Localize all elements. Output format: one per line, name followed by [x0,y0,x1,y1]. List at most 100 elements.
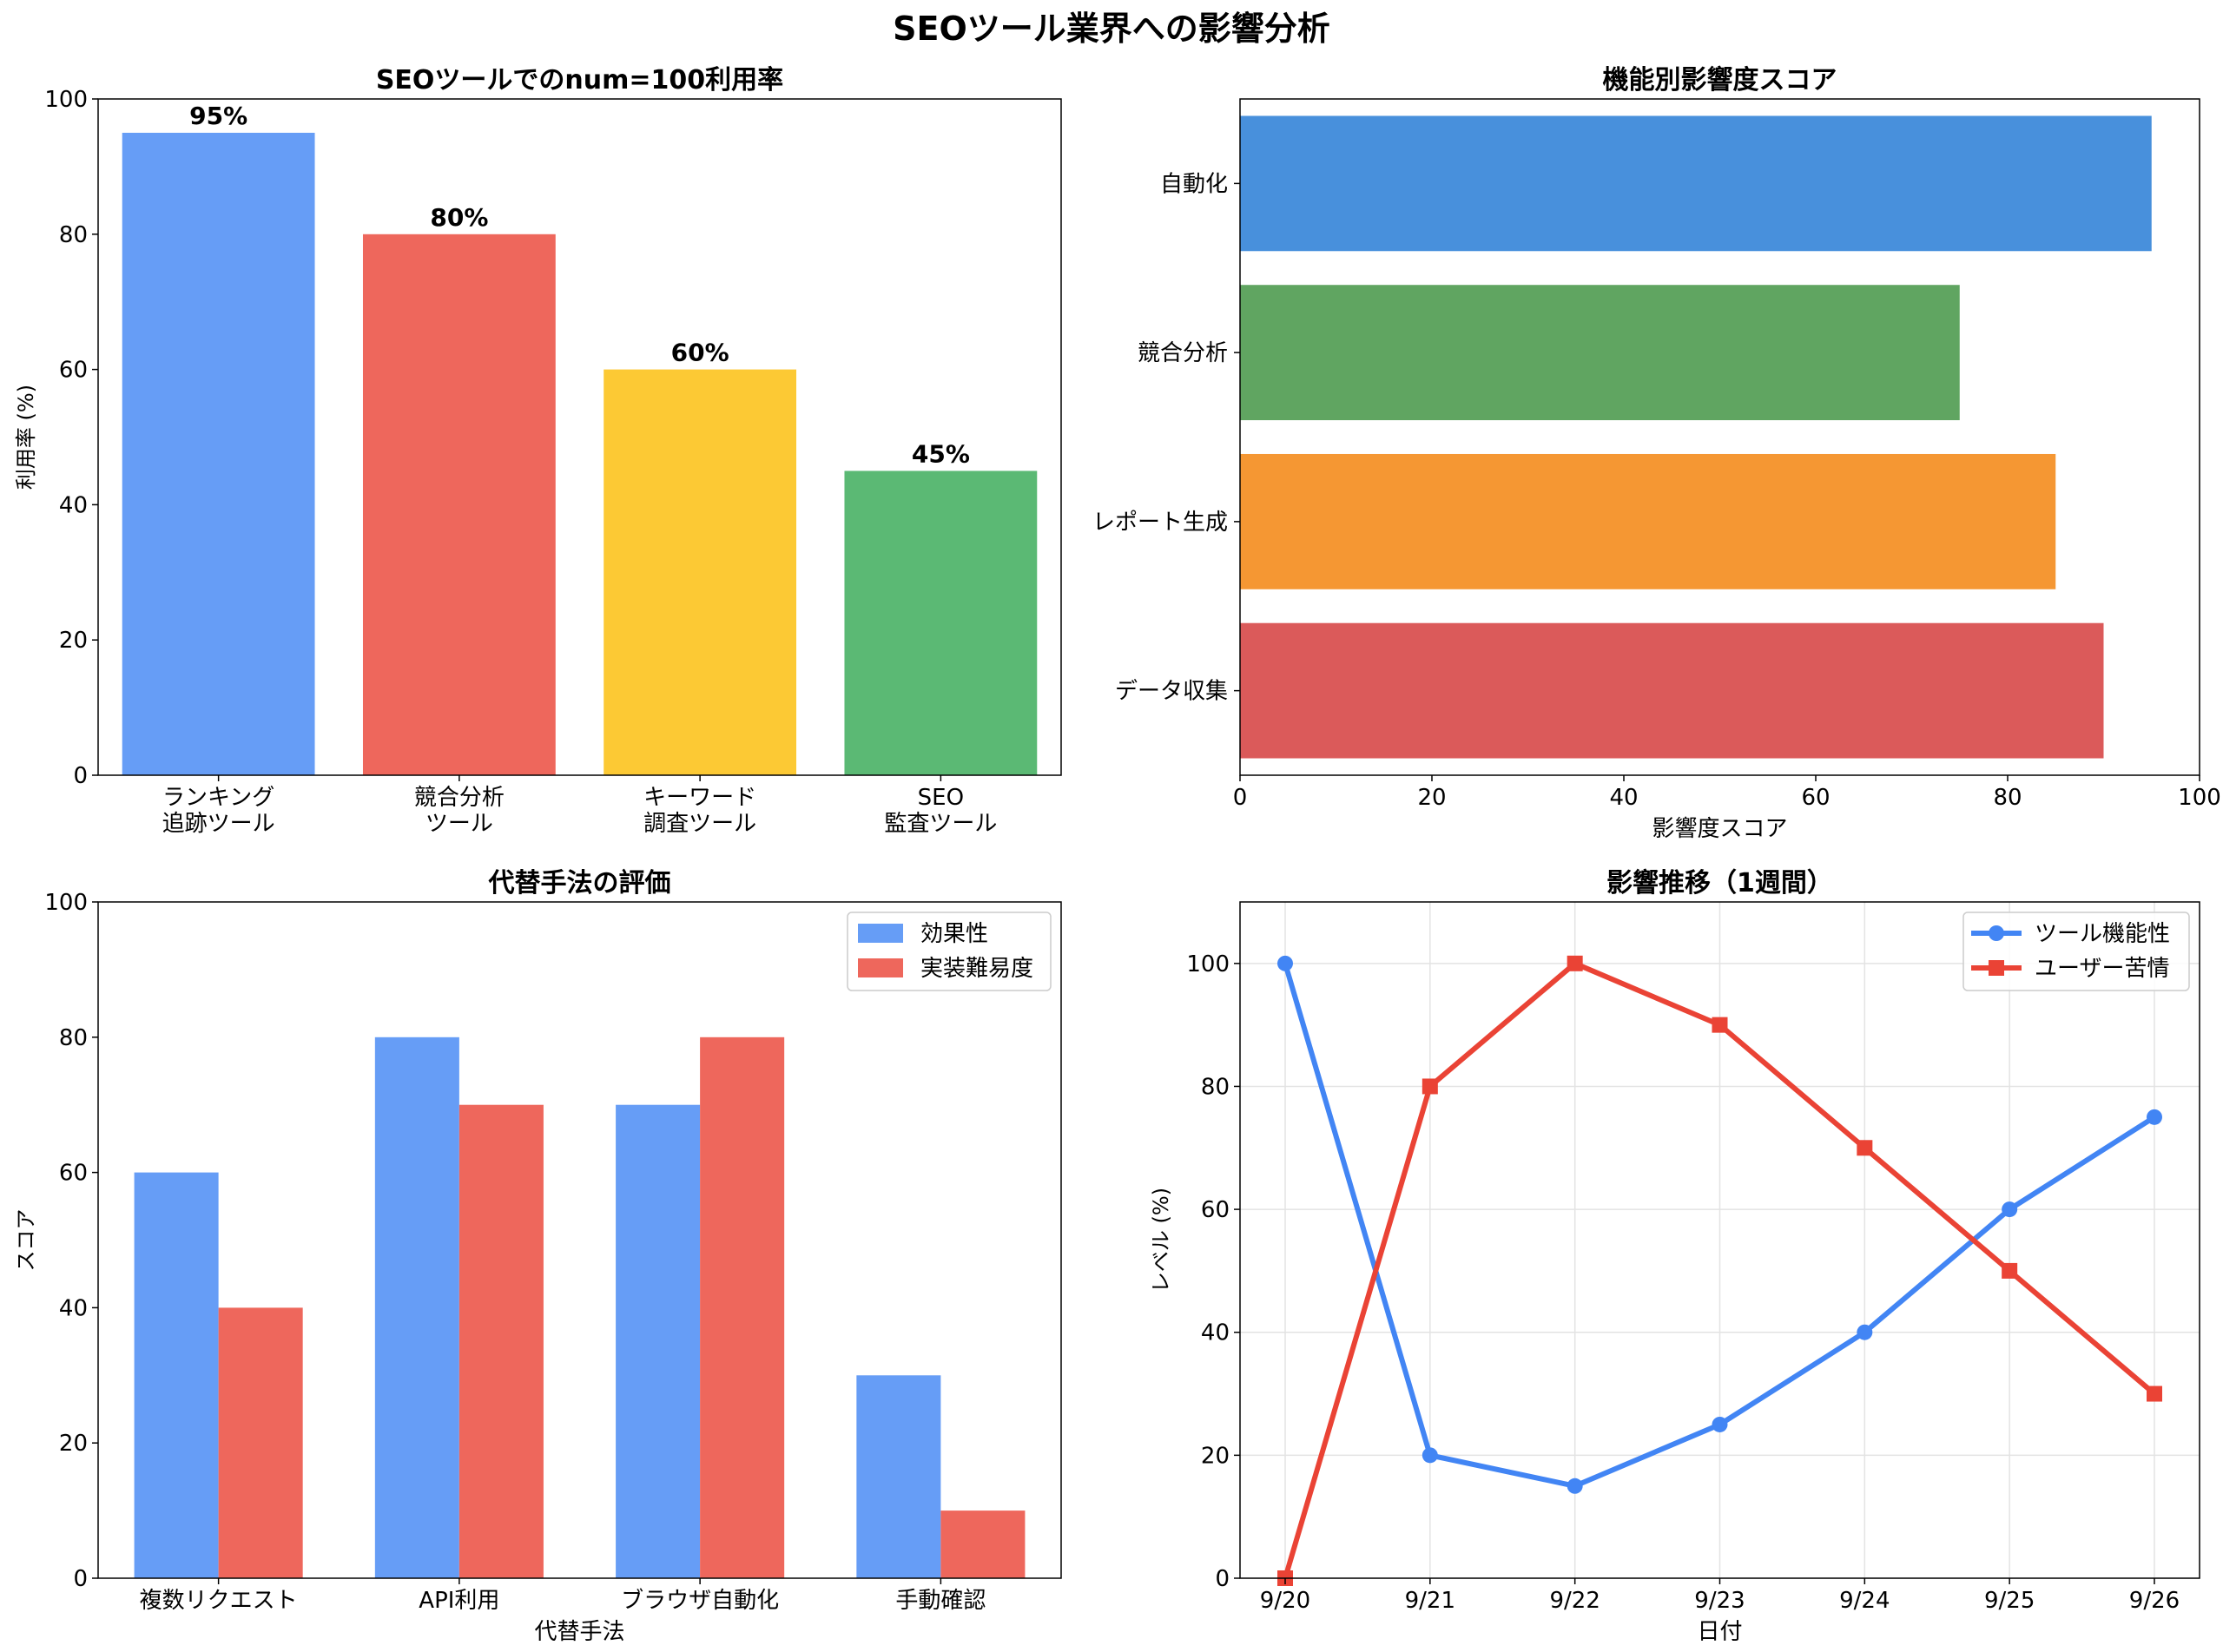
x-tick-label-line: キーワード [643,785,756,811]
y-tick-label: 100 [1186,951,1230,977]
x-tick-label: 複数リクエスト [140,1588,298,1614]
y-tick-label: 40 [59,1295,88,1321]
x-tick-label: SEO 監査ツール [884,785,997,837]
x-tick-label: 9/24 [1839,1588,1890,1614]
bar [362,234,556,775]
x-tick-label-line: ランキング [162,785,274,811]
y-tick-label: 80 [1201,1074,1230,1100]
legend-swatch [858,924,903,943]
x-tick-label: キーワード調査ツール [643,785,756,837]
x-tick-label: 80 [1993,785,2022,811]
y-tick-label: 40 [59,492,88,518]
bar [458,1104,544,1578]
data-label: 60% [671,339,729,367]
data-point [1277,955,1293,971]
bar [134,1172,219,1578]
legend-label: ツール機能性 [2035,921,2170,947]
x-tick-label-line: 監査ツール [884,811,997,837]
y-tick-label: 0 [73,1566,88,1592]
panel-usage-rate: SEOツールでのnum=100利用率 95% ランキング追跡ツール 80% 競合分析ツー… [14,65,1062,837]
data-point [1712,1017,1728,1033]
plot-frame [97,901,1062,1579]
data-label: 80% [430,203,488,232]
chart-title: 代替手法の評価 [488,868,671,898]
legend-marker [1989,925,2004,941]
y-tick-label: 0 [73,763,88,789]
bar [1240,285,1960,421]
y-tick-label: レポート生成 [1092,510,1228,536]
x-tick-label: 0 [1233,785,1248,811]
data-point [2002,1201,2018,1218]
bar [218,1307,303,1578]
y-tick-label: 60 [1201,1197,1230,1223]
y-tick-label: 100 [44,890,88,916]
x-tick-label: 手動確認 [895,1588,986,1614]
x-tick-label: 9/21 [1405,1588,1455,1614]
data-point [2002,1262,2018,1279]
x-tick-label: 9/26 [2129,1588,2180,1614]
y-tick-label: 20 [59,628,88,654]
bar [700,1037,785,1578]
bar [604,369,797,775]
x-tick-label-line: SEO [918,785,964,811]
y-tick-label: 40 [1201,1320,1230,1346]
data-point [1857,1140,1873,1156]
data-point [2147,1385,2162,1402]
x-tick-label: 9/23 [1694,1588,1745,1614]
y-tick-label: 0 [1215,1566,1230,1592]
y-axis-label: 利用率 (%) [14,385,38,490]
bar [1240,622,2104,759]
bar [122,132,315,775]
data-point [1857,1324,1873,1340]
bar [844,471,1038,775]
data-point [1567,955,1583,971]
y-axis-label: スコア [14,1209,38,1272]
x-tick-label-line: ツール [425,811,493,837]
y-tick-label: 自動化 [1160,171,1228,197]
x-tick-label: 9/22 [1549,1588,1600,1614]
y-tick-label: データ収集 [1115,679,1228,705]
y-tick-label: 20 [59,1431,88,1457]
data-point [1567,1478,1583,1494]
y-tick-label: 80 [59,1025,88,1051]
data-label: 95% [189,102,247,130]
legend-label: 効果性 [920,921,988,947]
panel-impact-trend: 影響推移（1週間） 9/20 9/21 9/22 9/23 9/24 9/25 9/26 0 20… [1149,868,2200,1645]
bar [616,1104,701,1578]
data-point [1422,1447,1438,1464]
legend-label: 実装難易度 [920,956,1033,982]
y-tick-label: 20 [1201,1443,1230,1469]
plot-frame [97,98,1062,776]
x-tick-label: 競合分析ツール [414,785,505,837]
chart-title: SEOツールでのnum=100利用率 [376,65,783,95]
bar [856,1375,941,1578]
x-tick-label: 9/25 [1984,1588,2035,1614]
x-tick-label: ランキング追跡ツール [162,785,275,837]
bar [940,1510,1026,1578]
chart-title: 機能別影響度スコア [1603,65,1837,95]
data-point [1712,1416,1728,1432]
x-tick-label: 60 [1801,785,1830,811]
x-tick-label: 9/20 [1260,1588,1310,1614]
x-tick-label-line: 追跡ツール [162,811,275,837]
y-tick-label: 60 [59,358,88,384]
y-tick-label: 60 [59,1161,88,1187]
x-axis-label: 日付 [1697,1619,1742,1645]
y-axis-label: レベル (%) [1149,1188,1173,1293]
chart-title: 影響推移（1週間） [1606,868,1833,898]
x-axis-label: 代替手法 [534,1619,624,1645]
y-tick-label: 80 [59,222,88,248]
bar [374,1037,459,1578]
bar [1240,453,2056,589]
plot-frame [1239,901,2200,1579]
plot-frame [1239,98,2200,776]
x-tick-label-line: 調査ツール [643,811,756,837]
x-tick-label: 40 [1609,785,1638,811]
figure-title: SEOツール業界への影響分析 [893,10,1330,48]
x-tick-label: API利用 [419,1588,499,1614]
y-tick-label: 100 [44,87,88,113]
